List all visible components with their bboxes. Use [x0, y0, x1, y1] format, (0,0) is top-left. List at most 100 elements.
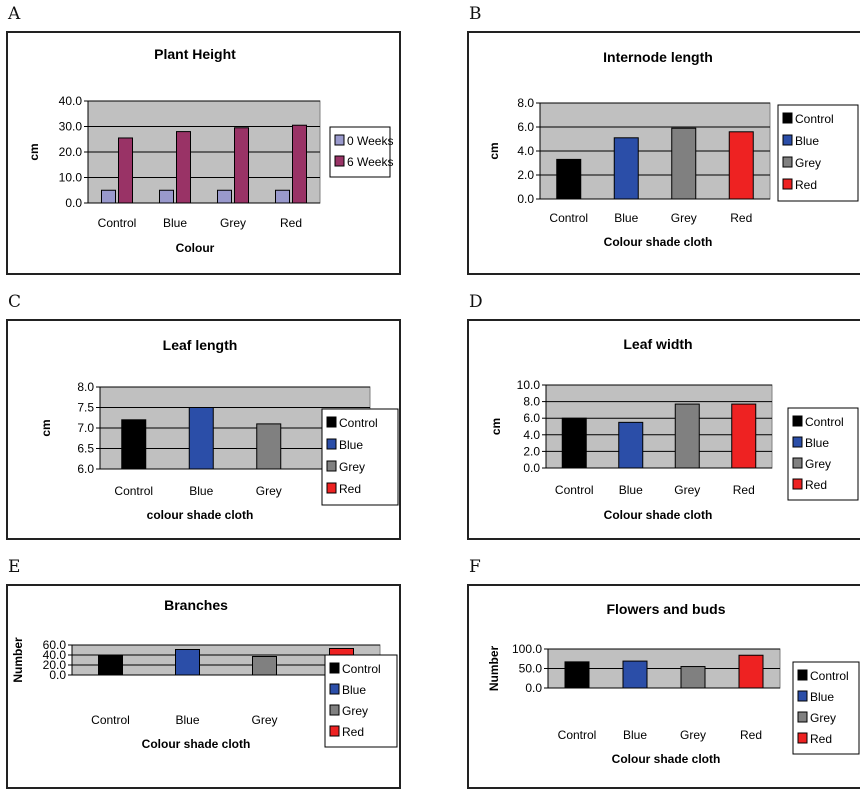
chart-5-legend-swatch	[329, 683, 340, 695]
chart-3-y-label: cm	[39, 419, 53, 436]
chart-6-legend-label: Blue	[810, 690, 834, 704]
chart-6-title: Flowers and buds	[606, 601, 725, 617]
chart-4-legend-swatch	[792, 415, 803, 427]
chart-2-bar-red	[728, 131, 754, 200]
chart-6-x-tick-label: Control	[558, 728, 597, 742]
chart-2-x-label: Colour shade cloth	[604, 235, 713, 249]
chart-3-title: Leaf length	[163, 337, 238, 353]
chart-4-legend-swatch	[792, 436, 803, 448]
panel-letter-b: B	[469, 4, 482, 24]
chart-6-y-tick-label: 50.0	[519, 662, 543, 676]
chart-1-y-label: cm	[27, 143, 41, 160]
chart-4-bar-grey	[674, 403, 700, 469]
chart-5-bar-control	[98, 655, 123, 676]
chart-6-bar-control	[564, 661, 590, 689]
chart-3-y-tick-label: 7.0	[77, 421, 94, 435]
chart-4-x-tick-label: Control	[555, 483, 594, 497]
chart-2-y-tick-label: 2.0	[517, 168, 534, 182]
chart-3-legend-swatch	[326, 416, 337, 428]
chart-3-legend-swatch	[326, 482, 337, 494]
chart-6-legend-swatch	[797, 690, 808, 702]
chart-2-y-tick-label: 0.0	[517, 192, 534, 206]
chart-1-bar-control-1	[118, 137, 133, 204]
chart-2-bar-blue	[613, 137, 639, 200]
chart-5-bar-blue	[175, 649, 200, 676]
chart-2-bar-control	[556, 158, 582, 200]
chart-4-legend-label: Blue	[805, 436, 829, 450]
chart-3-x-tick-label: Control	[114, 484, 153, 498]
chart-6-legend-label: Red	[810, 732, 832, 746]
chart-6-legend-swatch	[797, 732, 808, 744]
chart-5-title: Branches	[164, 597, 228, 613]
chart-6-x-tick-label: Red	[740, 728, 762, 742]
chart-1-legend-swatch	[334, 155, 345, 167]
chart-4-x-tick-label: Red	[733, 483, 755, 497]
chart-1-title: Plant Height	[154, 46, 236, 62]
chart-1-y-tick-label: 0.0	[65, 196, 82, 210]
chart-4-y-tick-label: 10.0	[517, 378, 541, 392]
panel-letter-a: A	[8, 4, 21, 24]
chart-2-x-tick-label: Control	[549, 211, 588, 225]
chart-1-x-tick-label: Blue	[163, 216, 187, 230]
chart-5-y-tick-label: 40.0	[43, 648, 67, 662]
chart-6-legend-label: Grey	[810, 711, 836, 725]
chart-3-legend-swatch	[326, 460, 337, 472]
chart-3-legend-swatch	[326, 438, 337, 450]
chart-4-y-tick-label: 6.0	[523, 411, 540, 425]
chart-6-x-tick-label: Blue	[623, 728, 647, 742]
chart-3-y-tick-label: 6.0	[77, 462, 94, 476]
chart-2-x-tick-label: Grey	[671, 211, 697, 225]
chart-3-y-tick-label: 7.5	[77, 401, 94, 415]
chart-4-bar-control	[561, 417, 587, 469]
panel-letter-f: F	[469, 557, 481, 577]
chart-3-x-tick-label: Blue	[189, 484, 213, 498]
chart-4-y-tick-label: 8.0	[523, 395, 540, 409]
chart-4-bar-red	[731, 403, 757, 469]
chart-2-bar-grey	[671, 127, 697, 200]
chart-1-x-tick-label: Red	[280, 216, 302, 230]
chart-5-x-tick-label: Blue	[175, 713, 199, 727]
chart-1-legend-label: 6 Weeks	[347, 155, 393, 169]
chart-2-y-tick-label: 8.0	[517, 96, 534, 110]
chart-panel-e	[6, 584, 401, 789]
chart-2-legend-swatch	[782, 178, 793, 190]
chart-1-legend-label: 0 Weeks	[347, 134, 393, 148]
chart-2-legend-swatch	[782, 134, 793, 146]
chart-6-bar-red	[738, 654, 764, 689]
chart-2-legend-swatch	[782, 156, 793, 168]
chart-1-y-tick-label: 30.0	[59, 120, 83, 134]
chart-3-bar-blue	[188, 407, 214, 470]
chart-5-y-tick-label: 20.0	[43, 658, 67, 672]
chart-6-y-tick-label: 100.0	[512, 642, 542, 656]
chart-2-y-tick-label: 4.0	[517, 144, 534, 158]
chart-4-y-tick-label: 2.0	[523, 444, 540, 458]
chart-2-legend-label: Blue	[795, 134, 819, 148]
chart-5-legend-label: Blue	[342, 683, 366, 697]
chart-6-x-label: Colour shade cloth	[612, 752, 721, 766]
chart-1-x-tick-label: Control	[98, 216, 137, 230]
chart-4-legend-swatch	[792, 478, 803, 490]
chart-1-bar-red-1	[292, 124, 307, 204]
chart-6-bar-blue	[622, 660, 648, 689]
chart-6-legend-swatch	[797, 669, 808, 681]
chart-6-bar-grey	[680, 666, 706, 689]
chart-3-legend-label: Blue	[339, 438, 363, 452]
chart-1-bar-blue-1	[176, 131, 191, 204]
chart-4-y-label: cm	[489, 418, 503, 435]
chart-1-bar-red-0	[275, 189, 290, 204]
chart-1-y-tick-label: 10.0	[59, 171, 83, 185]
chart-4-legend-label: Red	[805, 478, 827, 492]
chart-6-x-tick-label: Grey	[680, 728, 706, 742]
chart-6-y-tick-label: 0.0	[525, 681, 542, 695]
chart-3-bar-control	[121, 419, 147, 470]
chart-2-x-tick-label: Blue	[614, 211, 638, 225]
chart-1-x-label: Colour	[176, 241, 215, 255]
chart-2-legend-label: Grey	[795, 156, 821, 170]
chart-1-bar-control-0	[101, 189, 116, 204]
chart-5-y-tick-label: 60.0	[43, 638, 67, 652]
chart-5-x-tick-label: Control	[91, 713, 130, 727]
chart-4-x-tick-label: Blue	[619, 483, 643, 497]
chart-3-legend-label: Control	[339, 416, 378, 430]
chart-5-y-tick-label: 0.0	[49, 668, 66, 682]
chart-4-x-label: Colour shade cloth	[604, 508, 713, 522]
